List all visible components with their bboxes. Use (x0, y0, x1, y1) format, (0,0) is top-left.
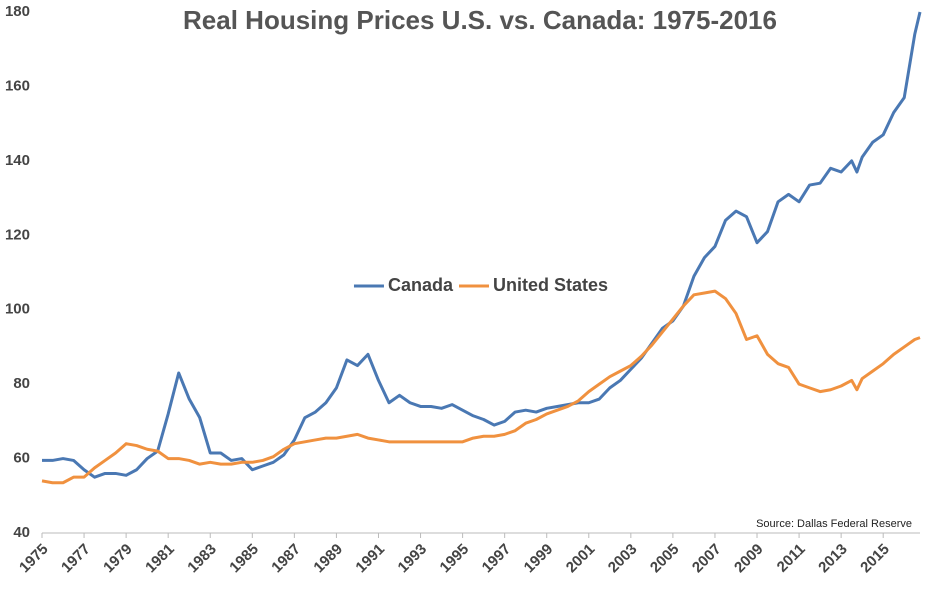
chart-title: Real Housing Prices U.S. vs. Canada: 197… (183, 5, 777, 35)
x-tick-label: 1997 (479, 541, 515, 577)
y-tick-label: 180 (5, 3, 30, 20)
y-tick-label: 40 (13, 524, 30, 541)
x-tick-label: 1983 (184, 541, 220, 577)
x-tick-label: 1979 (100, 541, 136, 577)
x-tick-label: 1993 (395, 541, 431, 577)
y-tick-label: 140 (5, 152, 30, 169)
x-tick-label: 1985 (226, 541, 262, 577)
x-tick-label: 2001 (563, 541, 599, 577)
x-tick-label: 1975 (16, 541, 52, 577)
x-tick-label: 2007 (689, 541, 725, 577)
x-tick-label: 1977 (58, 541, 94, 577)
y-tick-label: 60 (13, 450, 30, 467)
x-tick-label: 2015 (857, 541, 893, 577)
legend-item: United States (459, 275, 608, 295)
legend-item: Canada (353, 275, 454, 295)
x-tick-label: 1987 (268, 541, 304, 577)
y-tick-label: 120 (5, 226, 30, 243)
y-tick-label: 160 (5, 77, 30, 94)
data-line (42, 11, 922, 479)
x-tick-label: 1991 (352, 541, 388, 577)
x-tick-label: 2011 (774, 541, 809, 576)
y-tick-label: 100 (5, 301, 30, 318)
source-note: Source: Dallas Federal Reserve (756, 518, 912, 530)
x-tick-label: 2013 (815, 541, 851, 577)
legend-label: United States (493, 275, 608, 295)
x-tick-label: 2005 (647, 541, 683, 577)
x-tick-label: 1989 (310, 541, 346, 577)
legend-label: Canada (388, 275, 454, 295)
x-tick-label: 1981 (142, 541, 178, 577)
x-tick-label: 1999 (521, 541, 557, 577)
x-tick-label: 2003 (605, 541, 641, 577)
y-tick-label: 80 (13, 375, 30, 392)
data-line (41, 289, 921, 485)
x-tick-label: 2009 (731, 541, 767, 577)
x-tick-label: 1995 (437, 541, 473, 577)
